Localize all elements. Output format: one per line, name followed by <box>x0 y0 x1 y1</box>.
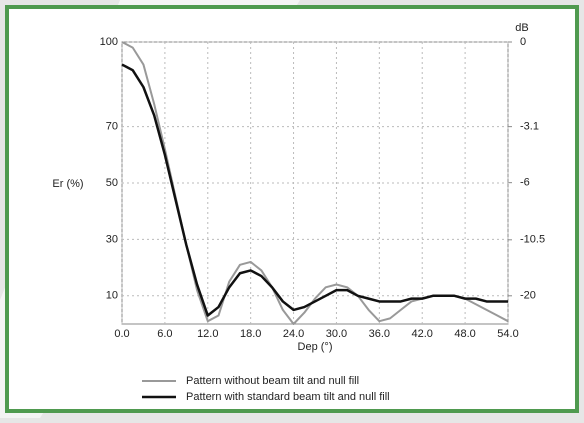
x-tick-label: 30.0 <box>326 328 347 340</box>
x-tick-label: 6.0 <box>157 328 172 340</box>
y-axis-label: Er (%) <box>52 178 83 190</box>
legend-label: Pattern without beam tilt and null fill <box>186 375 359 387</box>
x-tick-label: 36.0 <box>369 328 390 340</box>
legend-label: Pattern with standard beam tilt and null… <box>186 391 390 403</box>
y2-tick-label: -3.1 <box>520 121 539 133</box>
y2-tick-label: -20 <box>520 290 536 302</box>
y2-tick-label: -10.5 <box>520 234 545 246</box>
x-tick-label: 12.0 <box>197 328 218 340</box>
x-tick-label: 18.0 <box>240 328 261 340</box>
series-line <box>121 63 508 317</box>
y-tick-label: 70 <box>106 121 118 133</box>
y-tick-label: 30 <box>106 233 118 245</box>
x-axis-label: Dep (°) <box>298 341 333 353</box>
x-tick-label: 48.0 <box>454 328 475 340</box>
frame <box>5 5 579 413</box>
y2-tick-label: 0 <box>520 36 526 48</box>
x-tick-label: 54.0 <box>497 328 518 340</box>
x-tick-label: 24.0 <box>283 328 304 340</box>
x-tick-label: 42.0 <box>412 328 433 340</box>
y2-tick-label: -6 <box>520 177 530 189</box>
y2-axis-label: dB <box>515 22 528 34</box>
y-tick-label: 50 <box>106 177 118 189</box>
y-tick-label: 100 <box>100 36 118 48</box>
x-tick-label: 0.0 <box>114 328 129 340</box>
y-tick-label: 10 <box>106 290 118 302</box>
